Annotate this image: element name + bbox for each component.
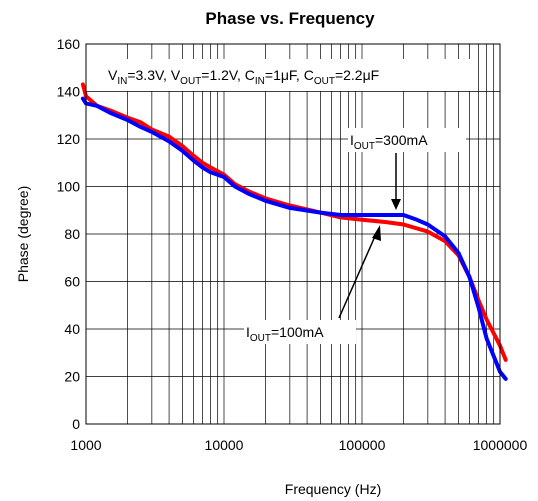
y-tick-label-2: 40 [64,321,80,337]
y-tick-label-7: 140 [57,84,81,100]
label-300ma: IOUT=300mA [350,132,428,152]
label-300ma-box [348,128,466,152]
y-tick-label-6: 120 [57,131,81,147]
y-tick-label-1: 20 [64,369,80,385]
arrow-100ma-head [372,225,381,241]
y-tick-label-3: 60 [64,274,80,290]
conditions-box [106,59,470,91]
x-tick-label-0: 1000 [70,437,101,453]
label-100ma: IOUT=100mA [246,324,324,344]
conditions-text: VIN=3.3V, VOUT=1.2V, CIN=1μF, COUT=2.2μF [108,67,379,87]
series-line-1 [80,96,508,381]
chart-title: Phase vs. Frequency [205,9,375,28]
y-axis-ticks: 0 20 40 60 80 100 120 140 160 [57,36,81,432]
y-tick-label-0: 0 [72,416,80,432]
x-tick-label-1: 10000 [205,437,244,453]
x-axis-label: Frequency (Hz) [285,481,381,497]
plot-border [85,43,501,425]
series-lines [80,82,508,381]
x-axis-ticks: 1000 10000 100000 1000000 [70,437,527,453]
x-tick-label-2: 100000 [339,437,386,453]
y-tick-label-5: 100 [57,179,81,195]
arrow-100ma-line [338,233,377,319]
y-axis-label: Phase (degree) [15,186,31,283]
y-tick-label-8: 160 [57,36,81,52]
y-tick-label-4: 80 [64,226,80,242]
label-100ma-box [244,320,356,344]
arrow-300ma-head [391,199,401,210]
x-tick-label-3: 1000000 [473,437,528,453]
